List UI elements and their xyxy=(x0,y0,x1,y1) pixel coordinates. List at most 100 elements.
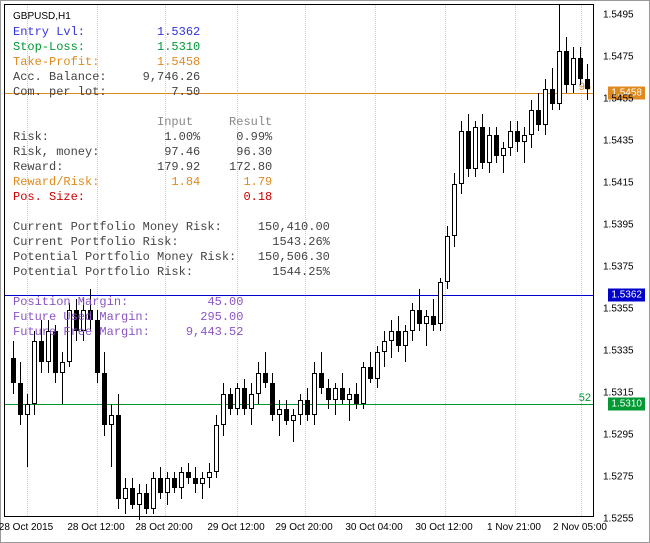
candle xyxy=(270,373,275,421)
candle xyxy=(319,352,324,394)
candle xyxy=(375,346,380,388)
y-tick: 1.5375 xyxy=(603,261,634,272)
candle xyxy=(550,68,555,110)
candle xyxy=(473,121,478,178)
candle xyxy=(109,404,114,467)
candle xyxy=(11,341,16,394)
candle xyxy=(410,303,415,341)
candle xyxy=(396,316,401,352)
candle xyxy=(585,64,590,100)
candle xyxy=(522,127,527,163)
candle xyxy=(18,362,23,425)
candle xyxy=(578,47,583,85)
y-tick: 1.5415 xyxy=(603,177,634,188)
candle xyxy=(305,388,310,422)
candle xyxy=(60,352,65,405)
y-tick: 1.5455 xyxy=(603,93,634,104)
candle xyxy=(221,383,226,436)
candle xyxy=(256,362,261,404)
chart-plot[interactable]: GBPUSD,H1 Entry Lvl: 1.5362Stop-Loss: 1.… xyxy=(4,4,594,517)
candle xyxy=(312,362,317,425)
y-tick: 1.5275 xyxy=(603,471,634,482)
x-tick: 2 Nov 05:00 xyxy=(553,522,607,533)
x-axis: 28 Oct 201528 Oct 12:0028 Oct 20:0029 Oc… xyxy=(4,519,594,539)
candle xyxy=(403,325,408,363)
candle xyxy=(116,394,121,510)
candle xyxy=(536,93,541,131)
candle xyxy=(340,373,345,405)
candle xyxy=(347,388,352,422)
candle xyxy=(431,299,436,331)
y-tick: 1.5435 xyxy=(603,135,634,146)
y-tick: 1.5395 xyxy=(603,219,634,230)
candle xyxy=(557,5,562,110)
candle xyxy=(214,415,219,478)
candle xyxy=(543,79,548,136)
candle xyxy=(333,383,338,415)
candle xyxy=(235,383,240,415)
y-tick: 1.5315 xyxy=(603,387,634,398)
candle xyxy=(501,142,506,174)
candle xyxy=(571,47,576,93)
candle xyxy=(361,362,366,408)
candle xyxy=(354,383,359,408)
candle xyxy=(529,100,534,148)
info-panel: Entry Lvl: 1.5362Stop-Loss: 1.5310Take-P… xyxy=(13,25,330,340)
y-axis: 1.54951.54751.54551.54351.54151.53951.53… xyxy=(597,4,649,517)
candle xyxy=(494,127,499,163)
candle xyxy=(466,114,471,177)
x-tick: 29 Oct 12:00 xyxy=(207,522,264,533)
x-tick: 30 Oct 12:00 xyxy=(415,522,472,533)
candle xyxy=(438,278,443,331)
x-tick: 30 Oct 04:00 xyxy=(345,522,402,533)
candle xyxy=(151,472,156,514)
candle xyxy=(515,121,520,153)
candle xyxy=(263,352,268,388)
stop-pips: 52 xyxy=(579,392,591,404)
candle xyxy=(487,127,492,173)
candle xyxy=(172,472,177,493)
candle xyxy=(417,289,422,331)
candle xyxy=(186,463,191,484)
candle xyxy=(102,352,107,436)
candle xyxy=(382,331,387,367)
candle xyxy=(242,379,247,415)
candle xyxy=(459,121,464,195)
candle xyxy=(158,467,163,499)
candle xyxy=(424,310,429,346)
candle xyxy=(144,484,149,513)
candle xyxy=(207,463,212,488)
candle xyxy=(193,467,198,492)
x-tick: 29 Oct 20:00 xyxy=(275,522,332,533)
candle xyxy=(228,388,233,415)
candle xyxy=(508,121,513,157)
candle xyxy=(137,484,142,520)
candle xyxy=(368,352,373,384)
x-tick: 1 Nov 21:00 xyxy=(487,522,541,533)
candle xyxy=(123,478,128,514)
candle xyxy=(326,379,331,408)
candle xyxy=(389,320,394,358)
candle xyxy=(32,331,37,415)
candle xyxy=(200,472,205,499)
candle xyxy=(298,394,303,426)
x-tick: 28 Oct 12:00 xyxy=(67,522,124,533)
candle xyxy=(277,400,282,436)
candle xyxy=(249,383,254,425)
y-tick: 1.5355 xyxy=(603,303,634,314)
symbol-title: GBPUSD,H1 xyxy=(10,10,74,23)
candle xyxy=(25,394,30,468)
candle xyxy=(179,467,184,499)
x-tick: 28 Oct 2015 xyxy=(0,522,53,533)
y-tick: 1.5255 xyxy=(603,514,634,525)
candle xyxy=(291,409,296,443)
candle xyxy=(445,226,450,289)
candle xyxy=(165,472,170,506)
y-tick: 1.5295 xyxy=(603,429,634,440)
candle xyxy=(480,114,485,169)
x-tick: 28 Oct 20:00 xyxy=(135,522,192,533)
candle xyxy=(284,400,289,425)
candle xyxy=(564,37,569,94)
candle xyxy=(130,478,135,510)
y-tick: 1.5335 xyxy=(603,345,634,356)
